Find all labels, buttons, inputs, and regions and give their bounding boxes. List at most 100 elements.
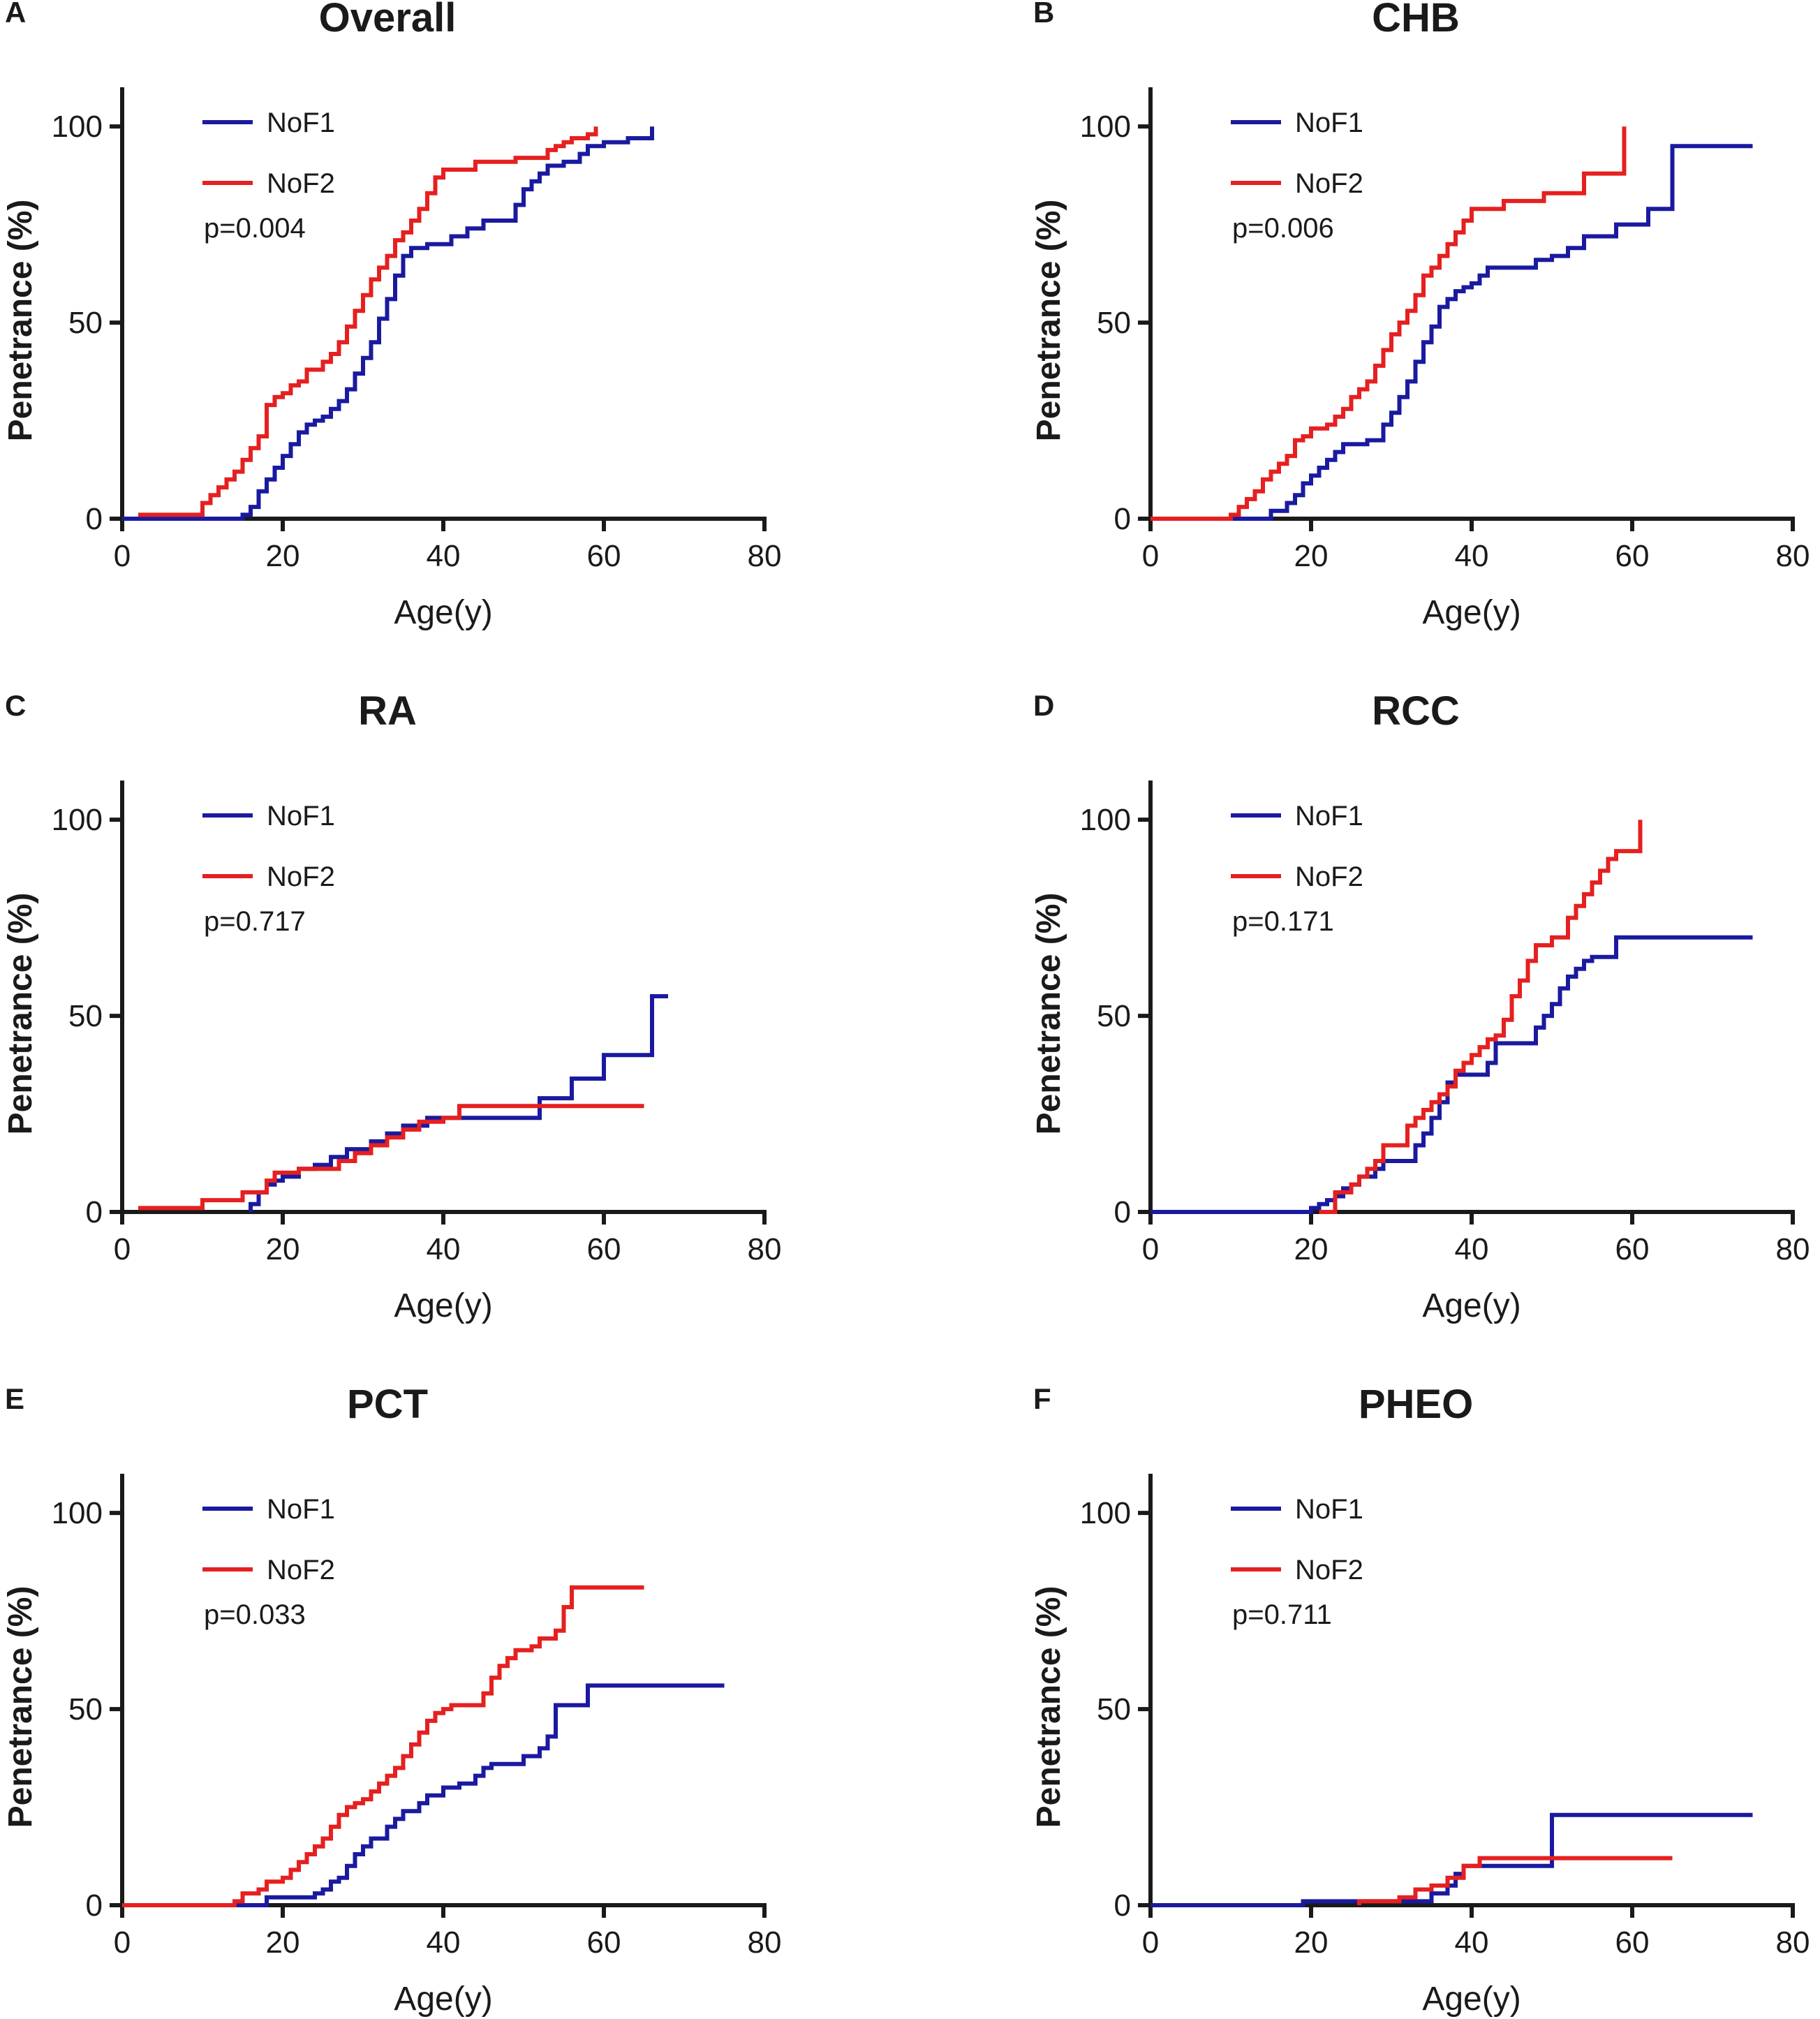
x-tick-label: 40	[427, 1925, 461, 1960]
p-value: p=0.171	[1232, 906, 1334, 937]
chart-title: RA	[358, 688, 417, 734]
chart-title: CHB	[1372, 0, 1460, 40]
y-tick-label: 50	[1097, 1692, 1131, 1726]
y-tick-label: 50	[1097, 306, 1131, 340]
legend-label-nof2: NoF2	[1295, 168, 1363, 199]
legend-label-nof1: NoF1	[267, 108, 335, 138]
x-tick-label: 20	[1294, 1232, 1329, 1266]
x-tick-label: 0	[114, 539, 131, 573]
p-value: p=0.717	[204, 906, 306, 937]
panel-A: A Overall 0 20 40 60 80 0 50 100 Age(y) Penetrance …	[2, 0, 781, 631]
y-tick-label: 100	[52, 803, 103, 837]
x-tick-label: 80	[748, 539, 782, 573]
y-axis-label: Penetrance (%)	[2, 893, 39, 1135]
legend-label-nof1: NoF1	[267, 1494, 335, 1525]
panel-label: B	[1033, 0, 1054, 29]
legend-label-nof2: NoF2	[267, 1555, 335, 1585]
x-tick-label: 20	[1294, 1925, 1329, 1960]
y-tick-label: 50	[68, 306, 103, 340]
p-value: p=0.033	[204, 1599, 306, 1630]
x-tick-label: 0	[114, 1925, 131, 1960]
x-tick-label: 60	[587, 539, 621, 573]
y-tick-label: 0	[1114, 502, 1131, 536]
x-tick-label: 40	[427, 1232, 461, 1266]
panel-label: E	[5, 1382, 24, 1415]
legend-label-nof2: NoF2	[1295, 1555, 1363, 1585]
x-tick-label: 60	[1615, 1232, 1650, 1266]
x-tick-label: 40	[427, 539, 461, 573]
x-axis-label: Age(y)	[1422, 1287, 1521, 1324]
series-line-nof1	[1151, 144, 1753, 521]
series-line-nof1	[1151, 1812, 1753, 1907]
x-axis-label: Age(y)	[1422, 594, 1521, 631]
series-line-nof1	[249, 994, 668, 1212]
y-tick-label: 0	[1114, 1888, 1131, 1923]
y-tick-label: 50	[68, 1692, 103, 1726]
y-tick-label: 100	[52, 1496, 103, 1530]
panel-C: C RA 0 20 40 60 80 0 50 100 Age(y) Penetrance (%) No…	[2, 688, 781, 1324]
x-tick-label: 20	[266, 1232, 300, 1266]
x-tick-label: 0	[1142, 539, 1159, 573]
series-line-nof2	[138, 1104, 644, 1211]
x-tick-label: 0	[1142, 1232, 1159, 1266]
x-tick-label: 40	[1455, 539, 1489, 573]
panel-B: B CHB 0 20 40 60 80 0 50 100 Age(y) Penetrance (%) N…	[1030, 0, 1810, 631]
x-axis-label: Age(y)	[394, 594, 492, 631]
panel-E: E PCT 0 20 40 60 80 0 50 100 Age(y) Penetrance (%) N…	[2, 1382, 781, 2018]
y-axis-label: Penetrance (%)	[2, 200, 39, 442]
y-tick-label: 0	[1114, 1195, 1131, 1229]
panel-D: D RCC 0 20 40 60 80 0 50 100 Age(y) Penetrance (%) N…	[1030, 688, 1810, 1324]
chart-title: RCC	[1372, 688, 1460, 734]
x-tick-label: 80	[1776, 539, 1810, 573]
legend-label-nof1: NoF1	[1295, 108, 1363, 138]
x-axis-label: Age(y)	[394, 1287, 492, 1324]
x-axis-label: Age(y)	[394, 1981, 492, 2018]
p-value: p=0.711	[1232, 1599, 1332, 1630]
x-axis-label: Age(y)	[1422, 1981, 1521, 2018]
x-tick-label: 80	[748, 1925, 782, 1960]
y-axis-label: Penetrance (%)	[2, 1586, 39, 1828]
y-tick-label: 0	[86, 1195, 103, 1229]
series-line-nof1	[1151, 935, 1753, 1214]
p-value: p=0.006	[1232, 213, 1334, 244]
x-tick-label: 40	[1455, 1232, 1489, 1266]
legend-label-nof1: NoF1	[1295, 801, 1363, 831]
x-tick-label: 0	[1142, 1925, 1159, 1960]
series-line-nof2	[1357, 1856, 1673, 1905]
panel-label: A	[5, 0, 26, 29]
series-line-nof2	[1319, 820, 1643, 1214]
series-line-nof2	[122, 1585, 644, 1907]
x-tick-label: 20	[266, 1925, 300, 1960]
panel-label: F	[1033, 1382, 1051, 1415]
series-line-nof1	[122, 1683, 725, 1907]
x-tick-label: 60	[1615, 539, 1650, 573]
chart-title: Overall	[319, 0, 457, 40]
y-tick-label: 0	[86, 502, 103, 536]
series-line-nof1	[122, 126, 654, 521]
y-tick-label: 100	[52, 110, 103, 144]
x-tick-label: 80	[748, 1232, 782, 1266]
panel-label: D	[1033, 689, 1054, 722]
x-tick-label: 60	[1615, 1925, 1650, 1960]
y-axis-label: Penetrance (%)	[1030, 200, 1067, 442]
legend-label-nof2: NoF2	[1295, 861, 1363, 892]
panel-F: F PHEO 0 20 40 60 80 0 50 100 Age(y) Penetrance (%)…	[1030, 1382, 1810, 2018]
y-axis-label: Penetrance (%)	[1030, 1586, 1067, 1828]
y-axis-label: Penetrance (%)	[1030, 893, 1067, 1135]
legend-label-nof2: NoF2	[267, 168, 335, 199]
x-tick-label: 80	[1776, 1232, 1810, 1266]
x-tick-label: 60	[587, 1925, 621, 1960]
p-value: p=0.004	[204, 213, 306, 244]
y-tick-label: 100	[1080, 803, 1131, 837]
series-line-nof2	[1151, 126, 1627, 521]
y-tick-label: 0	[86, 1888, 103, 1923]
y-tick-label: 50	[68, 999, 103, 1033]
legend-label-nof1: NoF1	[1295, 1494, 1363, 1525]
legend-label-nof2: NoF2	[267, 861, 335, 892]
y-tick-label: 50	[1097, 999, 1131, 1033]
x-tick-label: 0	[114, 1232, 131, 1266]
x-tick-label: 20	[1294, 539, 1329, 573]
x-tick-label: 20	[266, 539, 300, 573]
x-tick-label: 60	[587, 1232, 621, 1266]
